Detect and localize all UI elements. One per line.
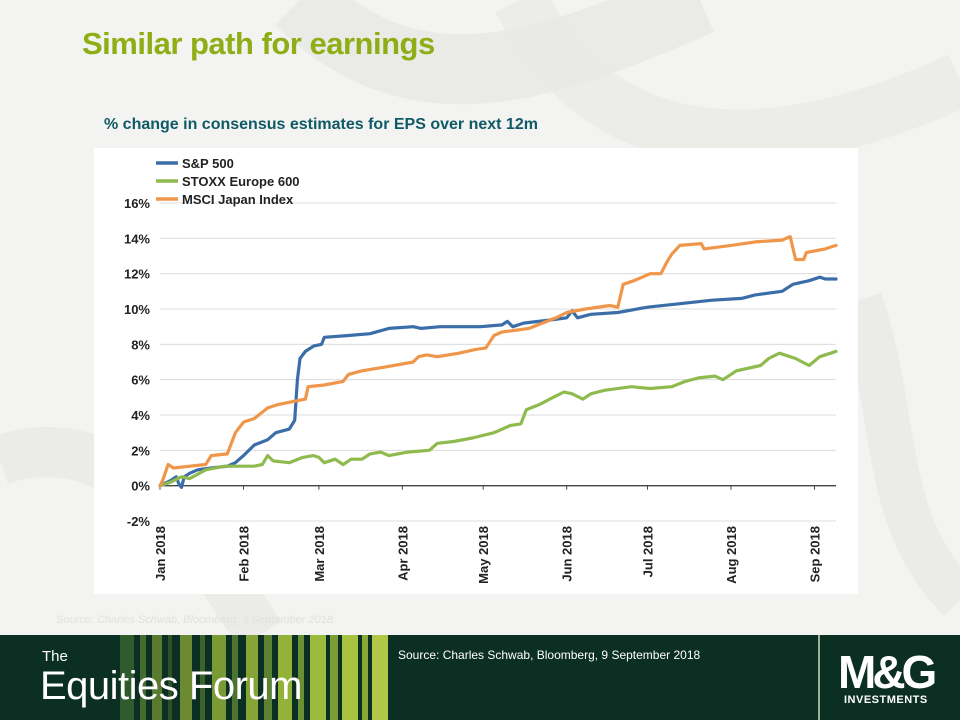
footer-bar: The Equities Forum Source: Charles Schwa… — [0, 635, 960, 720]
legend-label: S&P 500 — [182, 156, 234, 171]
mg-logo: M&G — [838, 646, 937, 698]
faded-source-text: Source: Charles Schwab, Bloomberg, 9 Sep… — [56, 614, 333, 626]
x-tick-label: Jul 2018 — [640, 526, 655, 577]
footer-divider — [818, 635, 820, 720]
x-tick-label: Feb 2018 — [236, 526, 251, 582]
x-tick-label: Sep 2018 — [807, 526, 822, 582]
x-tick-label: Apr 2018 — [395, 526, 410, 581]
y-tick-label: 12% — [124, 267, 150, 282]
series-line-stoxx-europe-600 — [158, 349, 838, 488]
eps-line-chart: -2% 0% 2% 4% 6% 8% 10% 12% 14% 16% Jan 2018 Feb 201… — [124, 156, 838, 584]
y-tick-label: 0% — [131, 479, 150, 494]
x-tick-label: Jun 2018 — [560, 526, 575, 582]
footer-stripes — [120, 635, 388, 720]
y-tick-label: 6% — [131, 373, 150, 388]
legend-label: MSCI Japan Index — [182, 192, 294, 207]
slide-title: Similar path for earnings — [82, 26, 435, 61]
x-tick-label: May 2018 — [476, 526, 491, 584]
x-tick-label: Mar 2018 — [312, 526, 327, 582]
x-tick-label: Aug 2018 — [724, 526, 739, 584]
mg-logo-subtitle: INVESTMENTS — [844, 694, 928, 706]
y-tick-label: 16% — [124, 196, 150, 211]
y-tick-label: 14% — [124, 231, 150, 246]
chart-subtitle: % change in consensus estimates for EPS … — [104, 116, 538, 133]
legend-label: STOXX Europe 600 — [182, 174, 300, 189]
y-tick-label: 4% — [131, 408, 150, 423]
x-tick-label: Jan 2018 — [153, 526, 168, 581]
y-tick-label: 8% — [131, 337, 150, 352]
brand-name: Equities Forum — [40, 664, 302, 708]
y-tick-label: 10% — [124, 302, 150, 317]
footer-source: Source: Charles Schwab, Bloomberg, 9 Sep… — [398, 648, 701, 662]
series-line-msci-japan-index — [158, 234, 838, 488]
chart-panel: -2% 0% 2% 4% 6% 8% 10% 12% 14% 16% Jan 2018 Feb 201… — [94, 148, 858, 594]
y-tick-label: -2% — [127, 514, 151, 529]
brand-the: The — [42, 648, 68, 665]
y-tick-label: 2% — [131, 443, 150, 458]
